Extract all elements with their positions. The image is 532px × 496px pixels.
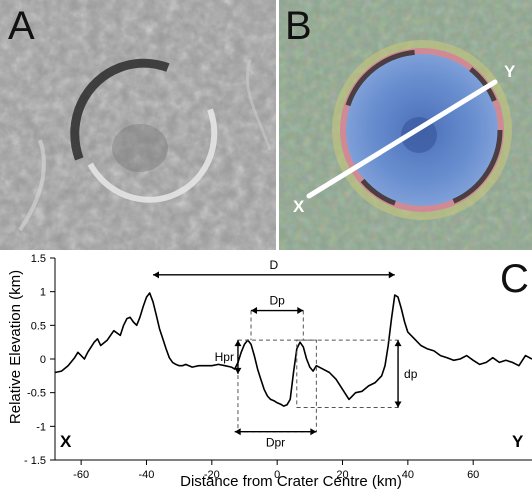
- y-tick-label: - 1.5: [24, 455, 46, 467]
- ticks-layer: - 1.5 -1 -0.5 0 0.5 1 1.5 -60 -40 -20 0 20 40 60: [24, 253, 479, 481]
- annotation-label: Dpr: [266, 436, 285, 450]
- panel-b-image-canvas: [279, 0, 532, 250]
- elevation-profile-svg: - 1.5 -1 -0.5 0 0.5 1 1.5 -60 -40 -20 0 20 40 60 D Dp H…: [7, 253, 532, 490]
- dpr-dashed-box: [237, 339, 317, 433]
- y-tick-label: -0.5: [27, 388, 46, 400]
- panel-b-label: B: [285, 4, 312, 48]
- panel-b-colour-image: B X Y: [279, 0, 532, 250]
- panel-a-label: A: [8, 4, 35, 48]
- annotation-dp: dp: [394, 340, 418, 408]
- arrow-head-left: [234, 428, 241, 436]
- panel-a-grayscale-image: A: [0, 0, 276, 250]
- x-tick-label: 0: [274, 469, 280, 481]
- panel-b-end-label: Y: [504, 62, 516, 81]
- y-tick-label: -1: [36, 421, 46, 433]
- arrow-head-left: [153, 271, 160, 279]
- arrow-head-top: [394, 340, 402, 347]
- panel-a-image-canvas: [0, 0, 276, 250]
- x-tick-label: -60: [73, 469, 89, 481]
- annotation-label: D: [270, 258, 279, 272]
- profile-end-label: Y: [512, 432, 524, 451]
- annotation-hpr: Hpr: [215, 340, 242, 374]
- y-tick-label: 0: [40, 354, 46, 366]
- arrow-head-bottom: [394, 401, 402, 408]
- annotation-dpr: Dpr: [234, 428, 317, 450]
- x-tick-label: -40: [139, 469, 155, 481]
- arrow-head-right: [310, 428, 317, 436]
- annotation-label: Hpr: [215, 350, 234, 364]
- profile-start-label: X: [60, 432, 72, 451]
- x-tick-label: -20: [204, 469, 220, 481]
- x-tick-label: 40: [402, 469, 414, 481]
- panel-b-start-label: X: [293, 197, 305, 216]
- arrow-head-bottom: [234, 367, 242, 374]
- x-tick-label: 60: [467, 469, 479, 481]
- series-layer: [54, 292, 532, 407]
- arrow-head-top: [234, 340, 242, 347]
- annotation-label: dp: [404, 367, 418, 381]
- annotation-layer: D Dp Hpr dp Dpr: [153, 258, 418, 450]
- arrow-head-right: [297, 307, 304, 315]
- arrow-head-right: [388, 271, 395, 279]
- elevation-profile-line: [54, 292, 532, 407]
- annotation-label: Dp: [269, 294, 285, 308]
- x-tick-label: 20: [336, 469, 348, 481]
- panel-c-label: C: [500, 257, 529, 301]
- arrow-head-left: [251, 307, 258, 315]
- x-axis-label: Distance from Crater Centre (km): [180, 473, 402, 490]
- y-axis-label: Relative Elevation (km): [7, 270, 24, 424]
- annotation-d: D: [153, 258, 395, 279]
- elevation-profile-chart: - 1.5 -1 -0.5 0 0.5 1 1.5 -60 -40 -20 0 20 40 60 D Dp H…: [0, 252, 532, 491]
- annotation-dp: Dp: [251, 294, 304, 315]
- y-tick-label: 1.5: [31, 253, 46, 265]
- y-tick-label: 1: [40, 287, 46, 299]
- y-tick-label: 0.5: [31, 320, 46, 332]
